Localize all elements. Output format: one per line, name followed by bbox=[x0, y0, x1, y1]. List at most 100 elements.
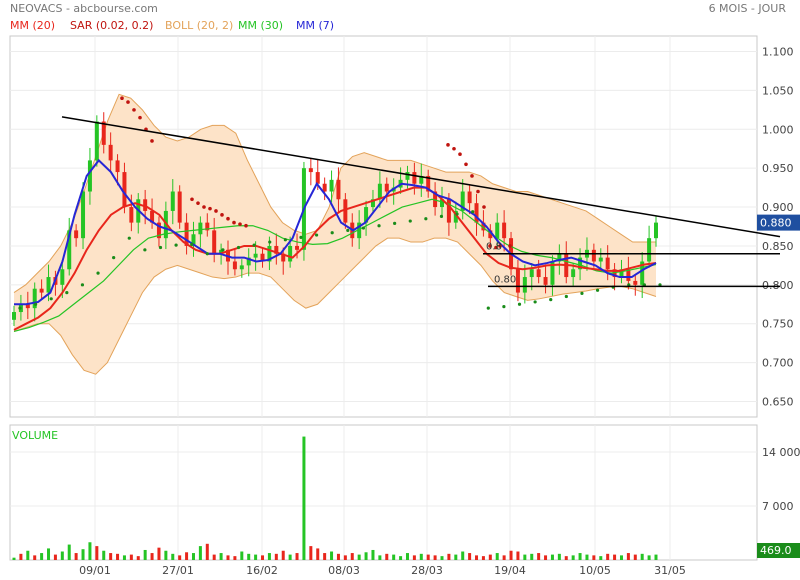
sar-dot-top bbox=[476, 189, 480, 194]
chart-title: NEOVACS - abcbourse.com bbox=[10, 2, 158, 15]
candle-body bbox=[87, 160, 92, 192]
volume-bar bbox=[191, 553, 195, 560]
sar-dot-bottom bbox=[221, 248, 225, 252]
sar-dot-top bbox=[208, 206, 212, 211]
x-tick-label: 27/01 bbox=[162, 564, 194, 577]
candle-body bbox=[94, 121, 99, 161]
candle-body bbox=[529, 269, 534, 278]
volume-bar bbox=[585, 554, 589, 560]
sar-dot-bottom bbox=[564, 294, 568, 299]
volume-bar bbox=[74, 553, 78, 560]
candle-body bbox=[67, 230, 72, 270]
legend-boll: BOLL (20, 2) bbox=[165, 19, 234, 32]
x-tick-label: 19/04 bbox=[494, 564, 526, 577]
sar-dot-bottom bbox=[424, 217, 428, 221]
sar-dot-bottom bbox=[127, 236, 131, 240]
candle-body bbox=[212, 230, 217, 254]
sar-dot-bottom bbox=[49, 297, 53, 301]
volume-bar bbox=[143, 549, 147, 560]
volume-bar bbox=[205, 543, 209, 560]
x-tick-label: 31/05 bbox=[654, 564, 686, 577]
candle-body bbox=[39, 288, 44, 293]
volume-bar bbox=[371, 549, 375, 560]
volume-title: VOLUME bbox=[12, 429, 59, 442]
volume-bar bbox=[392, 554, 396, 560]
candle-body bbox=[267, 245, 272, 262]
candle-body bbox=[343, 199, 348, 223]
sar-dot-bottom bbox=[80, 283, 85, 287]
bollinger-band-fill bbox=[14, 94, 656, 375]
volume-bar bbox=[454, 554, 458, 560]
sar-dot-bottom bbox=[314, 233, 319, 237]
candle-body bbox=[619, 269, 624, 278]
x-tick-label: 28/03 bbox=[411, 564, 443, 577]
candle-body bbox=[232, 261, 237, 270]
sar-dot-top bbox=[196, 201, 200, 205]
candle-body bbox=[426, 175, 431, 192]
volume-bar bbox=[412, 555, 416, 560]
candle-body bbox=[281, 253, 286, 262]
volume-bar bbox=[516, 551, 520, 560]
volume-bar bbox=[212, 554, 216, 560]
sar-dot-bottom bbox=[533, 300, 537, 304]
volume-bar bbox=[433, 555, 437, 560]
candle-body bbox=[536, 269, 541, 278]
candle-body bbox=[647, 238, 652, 262]
legend-mm30: MM (30) bbox=[238, 19, 284, 32]
candle-body bbox=[598, 257, 603, 262]
bollinger-lower-line bbox=[13, 237, 657, 375]
volume-bar bbox=[523, 554, 527, 560]
volume-bar bbox=[233, 556, 237, 560]
sar-dot-top bbox=[244, 223, 248, 228]
price-tick-label: 0.650 bbox=[762, 395, 794, 408]
sar-dot-bottom bbox=[549, 297, 553, 302]
candle-body bbox=[295, 245, 300, 250]
candle-body bbox=[150, 210, 155, 223]
volume-bar bbox=[502, 555, 506, 560]
sar-dot-bottom bbox=[65, 290, 69, 295]
volume-bar bbox=[647, 555, 651, 560]
candle-body bbox=[198, 222, 203, 235]
sar-dot-top bbox=[120, 96, 124, 101]
candle-body bbox=[440, 199, 444, 208]
volume-bar bbox=[185, 552, 189, 560]
sar-dot-top bbox=[226, 216, 230, 221]
volume-bar bbox=[640, 553, 644, 560]
candle-body bbox=[322, 183, 327, 192]
candle-body bbox=[495, 222, 500, 239]
sar-dot-bottom bbox=[158, 245, 163, 250]
volume-bar bbox=[426, 554, 430, 560]
volume-bar bbox=[95, 546, 99, 560]
sar-dot-top bbox=[138, 115, 142, 120]
sar-dot-bottom bbox=[112, 256, 116, 260]
candle-body bbox=[467, 191, 472, 204]
candle-body bbox=[515, 269, 520, 293]
volume-bar bbox=[19, 553, 23, 560]
volume-bar bbox=[281, 550, 285, 560]
candle-body bbox=[405, 172, 410, 180]
volume-bar bbox=[267, 553, 271, 560]
volume-bar bbox=[468, 553, 472, 560]
volume-bar bbox=[240, 551, 244, 560]
volume-bar bbox=[67, 544, 71, 560]
candle-body bbox=[543, 277, 548, 285]
candle-body bbox=[274, 245, 279, 254]
candle-body bbox=[12, 312, 16, 320]
candle-body bbox=[460, 191, 465, 211]
sar-dot-bottom bbox=[205, 252, 209, 256]
level-annotation-lower: 0.80 bbox=[494, 274, 516, 285]
candle-body bbox=[633, 280, 638, 285]
candle-body bbox=[246, 257, 251, 266]
candle-body bbox=[488, 230, 493, 239]
sar-dot-bottom bbox=[283, 238, 287, 242]
volume-bar bbox=[12, 557, 16, 560]
volume-bar bbox=[198, 546, 202, 560]
candle-body bbox=[74, 230, 79, 239]
volume-bar bbox=[461, 551, 465, 560]
price-tick-label: 0.900 bbox=[762, 201, 794, 214]
volume-bar bbox=[122, 555, 126, 560]
sar-dot-bottom bbox=[236, 245, 241, 250]
volume-bar bbox=[619, 555, 623, 560]
sar-dot-bottom bbox=[174, 243, 178, 247]
volume-bar bbox=[88, 542, 92, 560]
